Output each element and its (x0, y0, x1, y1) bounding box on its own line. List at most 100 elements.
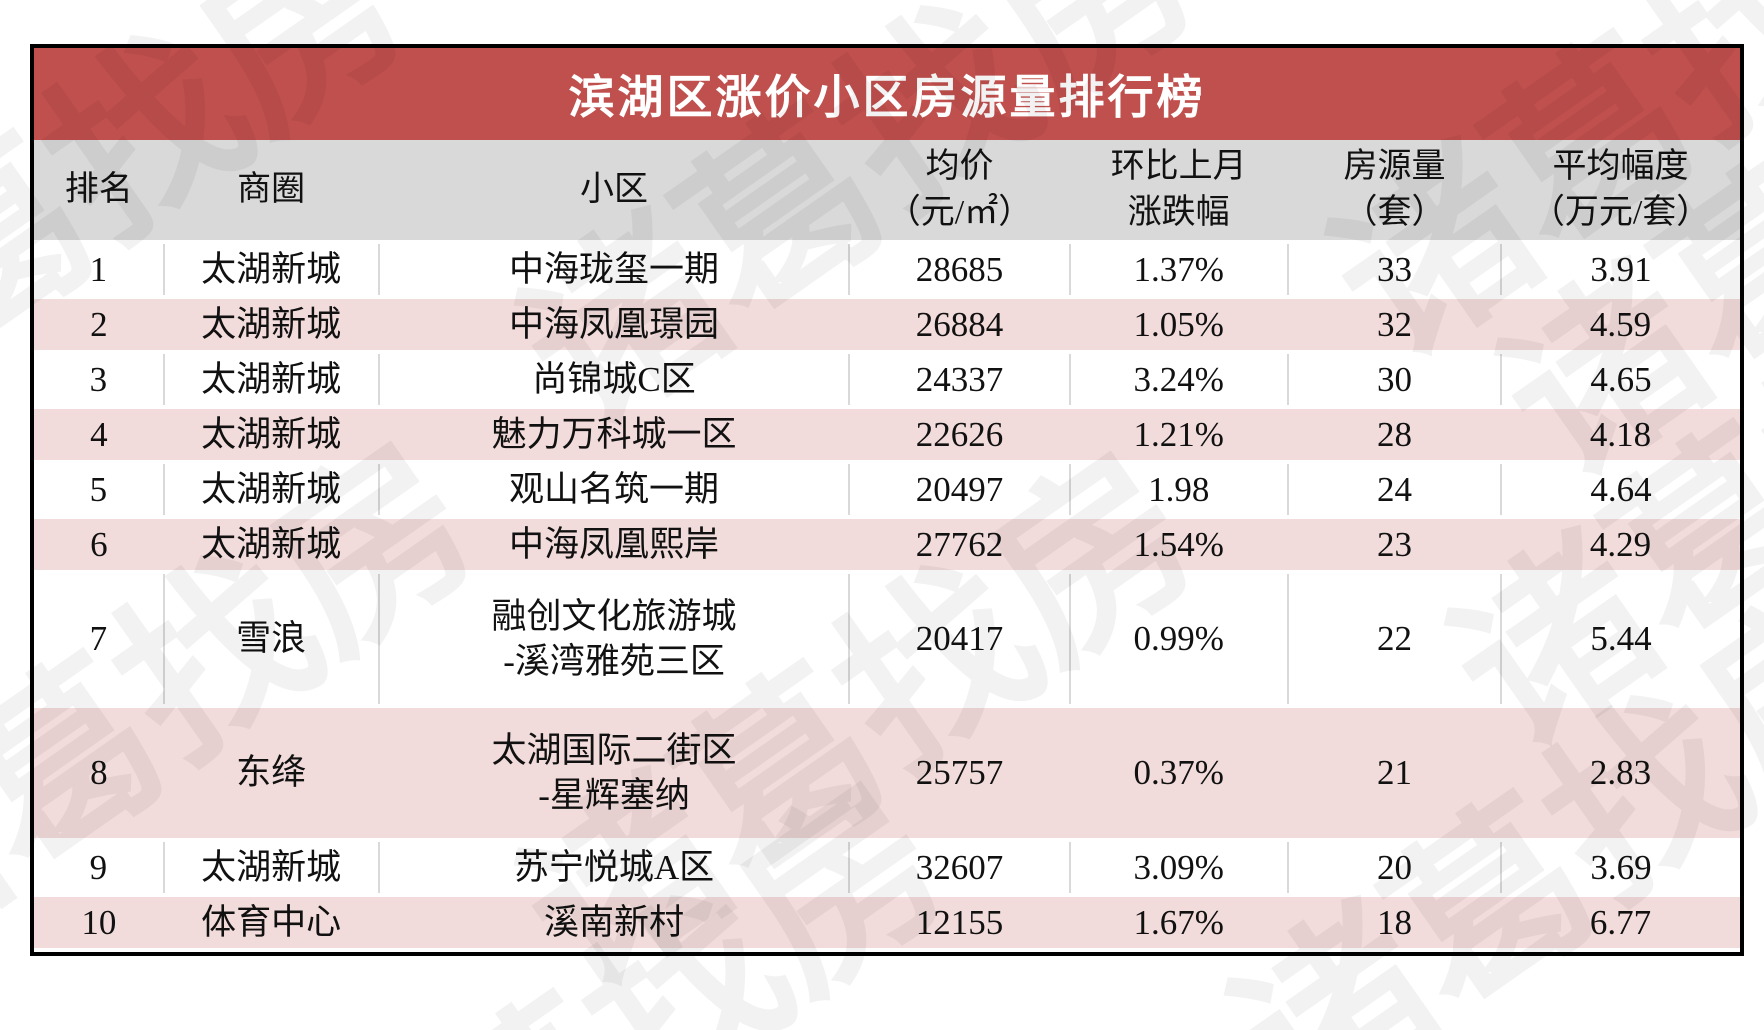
cell-avg: 4.64 (1590, 469, 1652, 509)
header-avg-unit: （万元/套） (1530, 194, 1711, 231)
header-price: 均价 （元/㎡） (849, 140, 1069, 242)
cell-rank: 3 (34, 352, 165, 407)
cell-change: 1.37% (1069, 242, 1289, 297)
cell-rank: 2 (90, 304, 108, 344)
cell-avg: 4.18 (1589, 414, 1652, 454)
cell-district: 太湖新城 (201, 304, 342, 344)
cell-district: 太湖新城 (163, 242, 380, 297)
cell-price: 12155 (915, 902, 1004, 942)
cell-avg: 5.44 (1590, 619, 1652, 659)
table-row: 5 太湖新城 观山名筑一期 20497 1.98 24 4.64 (34, 462, 1740, 517)
cell-listings: 28 (1376, 414, 1412, 454)
cell-change: 0.99% (1069, 572, 1289, 706)
cell-community: 观山名筑一期 (378, 462, 851, 517)
table-row: 2 太湖新城 中海凤凰璟园 26884 1.05% 32 4.59 (34, 297, 1740, 352)
cell-district: 雪浪 (163, 572, 380, 706)
cell-community: 尚锦城C区 (378, 352, 851, 407)
header-change-unit: 涨跌幅 (1127, 194, 1230, 231)
cell-community: 魅力万科城一区 (491, 414, 737, 454)
cell-rank: 1 (34, 242, 165, 297)
cell-district: 太湖新城 (201, 414, 342, 454)
table-row: 6 太湖新城 中海凤凰熙岸 27762 1.54% 23 4.29 (34, 517, 1740, 572)
cell-district: 体育中心 (201, 902, 342, 942)
cell-price: 20497 (849, 462, 1071, 517)
header-change-label: 环比上月 (1110, 148, 1247, 186)
table-row: 3 太湖新城 尚锦城C区 24337 3.24% 30 4.65 (34, 352, 1740, 407)
header-avg-label: 平均幅度 (1552, 148, 1689, 186)
header-change: 环比上月 涨跌幅 (1070, 140, 1288, 242)
header-district: 商圈 (164, 140, 379, 242)
table-row: 4 太湖新城 魅力万科城一区 22626 1.21% 28 4.18 (34, 407, 1740, 462)
cell-listings: 32 (1376, 304, 1412, 344)
cell-price: 22626 (915, 414, 1004, 454)
header-price-unit: （元/㎡） (886, 194, 1033, 231)
header-community-label: 小区 (580, 171, 649, 209)
cell-community: 中海珑玺一期 (378, 242, 851, 297)
cell-change: 1.05% (1133, 304, 1224, 344)
header-row: 排名 商圈 小区 均价 （元/㎡） 环比上月 涨跌幅 房源量 (34, 140, 1740, 242)
cell-change: 1.21% (1133, 414, 1224, 454)
cell-rank: 9 (34, 840, 165, 895)
cell-community: 苏宁悦城A区 (378, 840, 851, 895)
cell-avg: 6.77 (1589, 902, 1652, 942)
header-avg: 平均幅度 （万元/套） (1501, 140, 1740, 242)
cell-change: 1.98 (1069, 462, 1289, 517)
cell-price: 20417 (849, 572, 1071, 706)
cell-rank: 10 (81, 902, 117, 942)
cell-change: 3.24% (1069, 352, 1289, 407)
cell-change: 1.67% (1133, 902, 1224, 942)
cell-rank: 5 (34, 462, 165, 517)
cell-price: 25757 (915, 753, 1004, 793)
table-row: 1 太湖新城 中海珑玺一期 28685 1.37% 33 3.91 (34, 242, 1740, 297)
header-listings: 房源量 （套） (1288, 140, 1501, 242)
cell-price: 24337 (849, 352, 1071, 407)
cell-avg: 3.69 (1590, 847, 1652, 887)
table-body: 1 太湖新城 中海珑玺一期 28685 1.37% 33 3.91 2 太湖新城 中海凤凰璟园 26… (34, 242, 1740, 950)
cell-price: 27762 (915, 524, 1004, 564)
header-community: 小区 (379, 140, 850, 242)
cell-listings: 22 (1287, 572, 1503, 706)
header-listings-label: 房源量 (1343, 148, 1446, 186)
cell-listings: 23 (1376, 524, 1412, 564)
cell-listings: 30 (1287, 352, 1503, 407)
cell-avg: 4.29 (1589, 524, 1652, 564)
cell-district: 太湖新城 (201, 524, 342, 564)
cell-district: 太湖新城 (163, 462, 380, 517)
table-row: 8 东绛 太湖国际二街区 -星辉塞纳 25757 0.37% 21 2.83 (34, 706, 1740, 840)
cell-district: 太湖新城 (163, 840, 380, 895)
page-title: 滨湖区涨价小区房源量排行榜 (34, 48, 1740, 140)
cell-avg: 2.83 (1589, 753, 1652, 793)
cell-community: 溪南新村 (544, 902, 685, 942)
header-listings-unit: （套） (1343, 194, 1446, 231)
cell-listings: 18 (1376, 902, 1412, 942)
cell-change: 3.09% (1069, 840, 1289, 895)
table-row: 7 雪浪 融创文化旅游城 -溪湾雅苑三区 20417 0.99% 22 5.44 (34, 572, 1740, 706)
cell-rank: 8 (90, 753, 108, 793)
cell-listings: 20 (1287, 840, 1503, 895)
cell-change: 0.37% (1133, 753, 1224, 793)
cell-community: 中海凤凰熙岸 (509, 524, 720, 564)
cell-price: 26884 (915, 304, 1004, 344)
cell-avg: 4.59 (1589, 304, 1652, 344)
cell-district: 太湖新城 (163, 352, 380, 407)
header-rank-label: 排名 (64, 171, 133, 209)
cell-avg: 3.91 (1590, 249, 1652, 289)
cell-rank: 6 (90, 524, 108, 564)
header-rank: 排名 (34, 140, 164, 242)
cell-rank: 7 (34, 572, 165, 706)
cell-listings: 24 (1287, 462, 1503, 517)
cell-district: 东绛 (236, 753, 307, 793)
ranking-table-sheet: 滨湖区涨价小区房源量排行榜 排名 商圈 小区 (30, 44, 1744, 956)
cell-community: 融创文化旅游城 -溪湾雅苑三区 (378, 572, 851, 706)
cell-price: 28685 (849, 242, 1071, 297)
cell-community: 中海凤凰璟园 (509, 304, 720, 344)
table-row: 10 体育中心 溪南新村 12155 1.67% 18 6.77 (34, 895, 1740, 950)
ranking-table: 排名 商圈 小区 均价 （元/㎡） 环比上月 涨跌幅 房源量 (34, 140, 1740, 952)
cell-price: 32607 (849, 840, 1071, 895)
cell-listings: 33 (1287, 242, 1503, 297)
table-header: 排名 商圈 小区 均价 （元/㎡） 环比上月 涨跌幅 房源量 (34, 140, 1740, 242)
table-row: 9 太湖新城 苏宁悦城A区 32607 3.09% 20 3.69 (34, 840, 1740, 895)
header-district-label: 商圈 (237, 171, 306, 209)
cell-community: 太湖国际二街区 -星辉塞纳 (491, 730, 737, 816)
cell-change: 1.54% (1133, 524, 1224, 564)
